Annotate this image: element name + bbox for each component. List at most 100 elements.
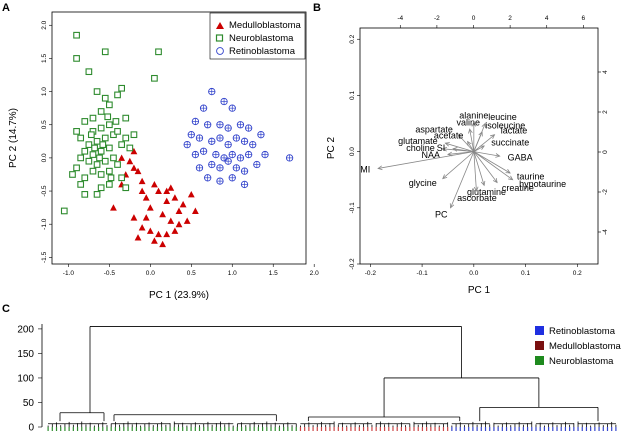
point-medulloblastoma <box>130 214 138 221</box>
point-neuroblastoma <box>106 101 113 109</box>
point-retinoblastoma <box>208 160 216 169</box>
loading-pc: PC <box>435 151 475 219</box>
point-neuroblastoma <box>101 134 109 142</box>
panel-c-legend: Retinoblastoma Medulloblastoma Neuroblas… <box>535 326 622 367</box>
point-retinoblastoma <box>253 160 261 169</box>
y-tick-label: 0.0 <box>41 153 48 162</box>
legend-retino-label: Retinoblastoma <box>549 326 616 337</box>
panel-a-legend-box <box>209 12 306 60</box>
loading-alanine: alanine <box>459 110 488 152</box>
right-tick-label: 0 <box>602 150 609 154</box>
y-tick-label: -0.5 <box>41 185 48 197</box>
point-neuroblastoma <box>118 141 125 148</box>
point-retinoblastoma <box>224 124 232 132</box>
point-medulloblastoma <box>159 240 167 248</box>
point-neuroblastoma <box>81 147 89 155</box>
point-medulloblastoma <box>163 197 171 204</box>
panel-a-frame <box>51 11 307 265</box>
point-neuroblastoma <box>122 184 130 192</box>
point-retinoblastoma <box>224 157 232 165</box>
point-retinoblastoma <box>244 124 253 132</box>
point-medulloblastoma <box>138 187 146 195</box>
y-tick-label: 200 <box>17 324 34 335</box>
panel-b-x-ticks: -0.2 -0.1 0.0 0.1 0.2 <box>365 264 582 277</box>
loading-mi: MI <box>360 151 474 175</box>
point-neuroblastoma <box>85 68 93 76</box>
point-neuroblastoma <box>91 144 98 152</box>
point-neuroblastoma <box>114 161 121 168</box>
y-tick-label: 0.1 <box>349 91 356 100</box>
loading-glutamate: glutamate <box>398 136 474 153</box>
point-neuroblastoma <box>101 94 109 102</box>
point-neuroblastoma <box>77 154 85 162</box>
point-medulloblastoma <box>126 157 134 165</box>
loading-label: acetate <box>434 131 464 141</box>
panel-c-dendrogram: 0 50 100 150 200 Retinoblastoma Medulloblast… <box>17 324 622 433</box>
point-retinoblastoma <box>195 164 204 172</box>
point-retinoblastoma <box>216 164 224 172</box>
point-medulloblastoma <box>171 194 179 201</box>
loading-label: aspartate <box>415 125 453 135</box>
point-neuroblastoma <box>73 164 80 172</box>
point-neuroblastoma <box>126 144 134 152</box>
legend-medulloblastoma-label: Medulloblastoma <box>229 20 302 31</box>
panel-label-b: B <box>313 2 321 14</box>
point-neuroblastoma <box>112 118 120 125</box>
point-neuroblastoma <box>93 161 101 168</box>
point-neuroblastoma <box>93 191 101 198</box>
point-neuroblastoma <box>130 131 138 139</box>
point-retinoblastoma <box>232 134 241 142</box>
loading-label: succinate <box>491 138 529 148</box>
panel-a-x-label: PC 1 (23.9%) <box>149 290 209 301</box>
point-retinoblastoma <box>236 121 245 129</box>
x-tick-label: -0.1 <box>416 270 428 277</box>
point-neuroblastoma <box>106 144 113 152</box>
loading-label: SI <box>437 143 446 153</box>
point-medulloblastoma <box>151 181 158 188</box>
point-retinoblastoma <box>236 154 245 162</box>
right-tick-label: -2 <box>602 189 609 195</box>
point-retinoblastoma <box>249 140 257 149</box>
point-neuroblastoma <box>97 184 105 192</box>
point-medulloblastoma <box>134 234 142 241</box>
point-retinoblastoma <box>261 150 269 159</box>
loading-acetate: acetate <box>434 131 475 152</box>
point-retinoblastoma <box>240 180 249 189</box>
panel-c-y-ticks: 0 50 100 150 200 <box>17 324 42 433</box>
y-tick-label: -1.5 <box>41 251 48 263</box>
point-retinoblastoma <box>187 131 195 139</box>
top-tick-label: 0 <box>472 15 476 22</box>
point-retinoblastoma <box>208 87 216 96</box>
point-neuroblastoma <box>122 134 130 142</box>
point-medulloblastoma <box>138 177 146 185</box>
point-medulloblastoma <box>142 194 150 201</box>
point-medulloblastoma <box>130 147 138 155</box>
panel-c-leaves <box>47 427 617 431</box>
right-tick-label: 2 <box>602 110 609 114</box>
point-neuroblastoma <box>73 31 80 39</box>
panel-a-scatter: -1.0 -0.5 0.0 0.5 1.0 1.5 2.0 -1.5 -1.0 -0.5 0.0 0… <box>8 11 319 301</box>
y-tick-label: 0.0 <box>349 147 356 156</box>
point-neuroblastoma <box>106 167 113 175</box>
right-tick-label: 4 <box>602 70 609 74</box>
point-neuroblastoma <box>107 174 115 182</box>
point-retinoblastoma <box>285 154 294 162</box>
point-neuroblastoma <box>73 128 80 135</box>
legend-medullo-swatch <box>535 341 544 350</box>
point-neuroblastoma <box>89 151 97 158</box>
point-medulloblastoma <box>159 210 167 218</box>
point-neuroblastoma <box>114 91 121 99</box>
point-retinoblastoma <box>191 150 200 159</box>
point-medulloblastoma <box>163 230 171 238</box>
loading-label: leucine <box>488 112 517 122</box>
loading-label: NAA <box>421 150 440 160</box>
point-retinoblastoma <box>228 150 236 159</box>
x-tick-label: 0.0 <box>469 270 478 277</box>
y-tick-label: 50 <box>23 398 35 409</box>
loading-lactate: lactate <box>473 125 527 152</box>
panel-b-top-ticks: -4 -2 0 2 4 6 <box>397 15 586 28</box>
loading-label: ascorbate <box>457 193 497 203</box>
loading-gaba: GABA <box>473 151 533 162</box>
loading-valine: valine <box>456 117 480 152</box>
